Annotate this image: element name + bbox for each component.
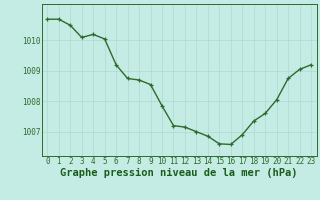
X-axis label: Graphe pression niveau de la mer (hPa): Graphe pression niveau de la mer (hPa) xyxy=(60,168,298,178)
